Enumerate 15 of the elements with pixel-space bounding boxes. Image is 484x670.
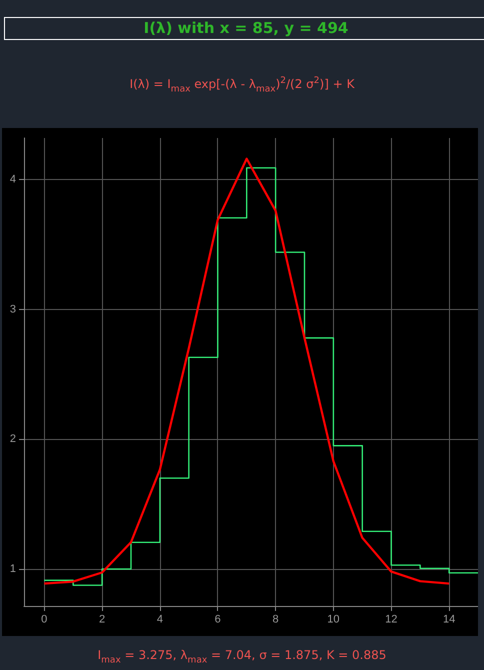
- x-tick-label: 4: [156, 614, 163, 626]
- x-tick-label: 14: [442, 614, 456, 626]
- y-tick-label: 2: [10, 433, 16, 446]
- y-tick-label: 4: [10, 174, 16, 186]
- x-tick-label: 8: [272, 614, 279, 626]
- x-tick-label: 6: [214, 614, 221, 626]
- x-tick-label: 0: [41, 614, 48, 626]
- x-tick-label: 12: [385, 614, 398, 626]
- chart-title: I(λ) with x = 85, y = 494: [4, 17, 484, 40]
- text: I(λ) = I$_{max}$ exp[-(λ - λ$_{max}$)$^{2}$/(2 σ$^{2}$)] + K: [130, 76, 354, 94]
- x-tick-label: 2: [99, 614, 106, 626]
- y-tick-label: 1: [10, 563, 16, 575]
- x-tick-label: 10: [327, 614, 340, 626]
- y-tick-label: 3: [10, 303, 16, 316]
- text: I$_{max}$ = 3.275, λ$_{max}$ = 7.04, σ = 1.875, K = 0.885: [96, 648, 388, 666]
